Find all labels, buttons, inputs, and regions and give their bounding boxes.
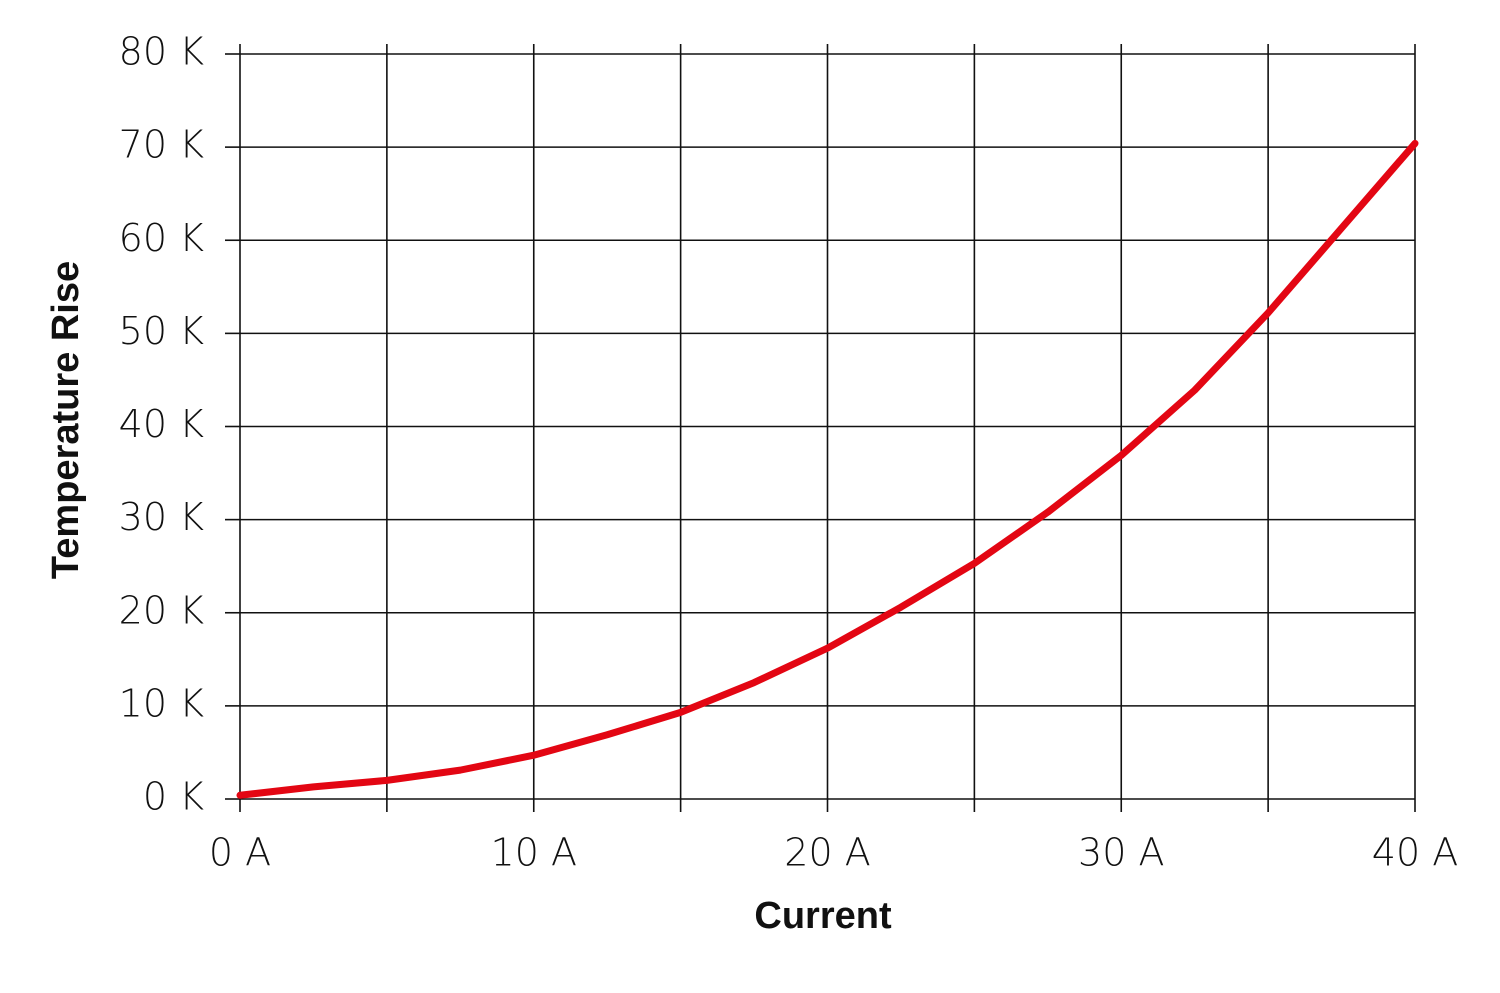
y-tick-label: 0 K [143, 775, 204, 819]
data-line [236, 139, 1419, 799]
y-tick-label: 40 K [119, 402, 204, 446]
x-tick-label: 30 A [1078, 831, 1164, 875]
y-tick-label: 10 K [119, 681, 204, 725]
y-tick-label: 70 K [119, 123, 204, 167]
y-tick-label: 50 K [119, 309, 204, 353]
x-tick-label: 40 A [1372, 831, 1458, 875]
y-tick-label: 60 K [119, 216, 204, 260]
x-tick-label: 10 A [491, 831, 577, 875]
y-tick-label: 20 K [119, 588, 204, 632]
y-tick-label: 30 K [119, 495, 204, 539]
y-tick-label: 80 K [119, 30, 204, 74]
x-axis-title: Current [754, 895, 892, 937]
x-tick-label: 0 A [209, 831, 271, 875]
x-tick-label: 20 A [784, 831, 870, 875]
y-axis-title: Temperature Rise [45, 261, 87, 579]
